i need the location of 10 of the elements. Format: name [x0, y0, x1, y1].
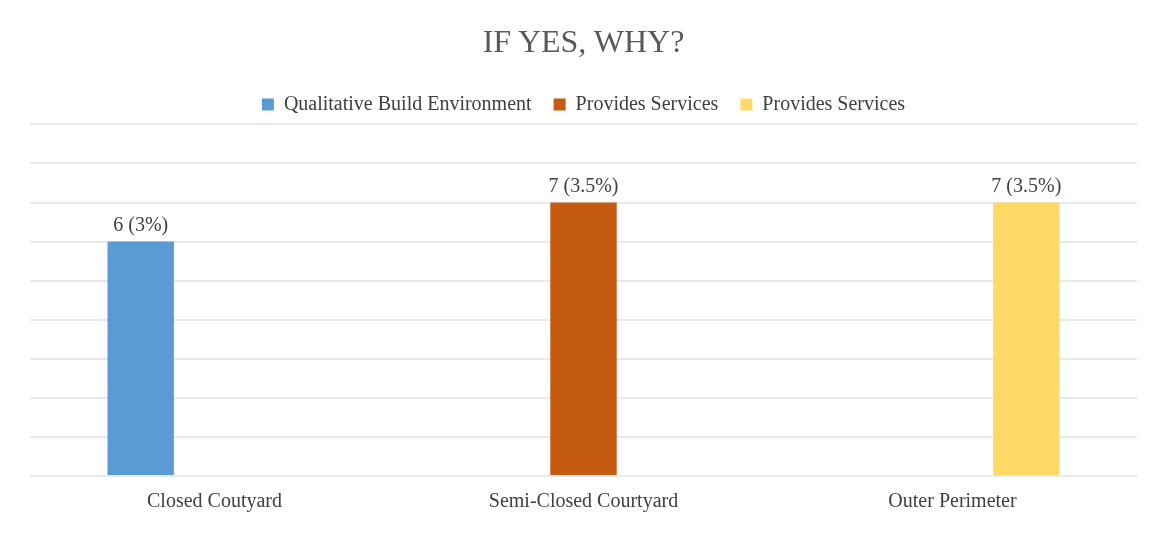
legend-label: Provides Services — [762, 91, 906, 114]
data-label: 7 (3.5%) — [991, 173, 1062, 197]
x-tick-label: Closed Coutyard — [147, 489, 282, 513]
data-label: 7 (3.5%) — [548, 173, 619, 197]
chart-title: IF YES, WHY? — [482, 22, 685, 59]
x-tick-label: Outer Perimeter — [888, 489, 1017, 512]
x-tick-label: Semi-Closed Courtyard — [488, 489, 679, 513]
legend-label: Qualitative Build Environment — [283, 91, 533, 114]
legend-label: Provides Services — [575, 91, 719, 114]
data-label: 6 (3%) — [113, 212, 169, 236]
